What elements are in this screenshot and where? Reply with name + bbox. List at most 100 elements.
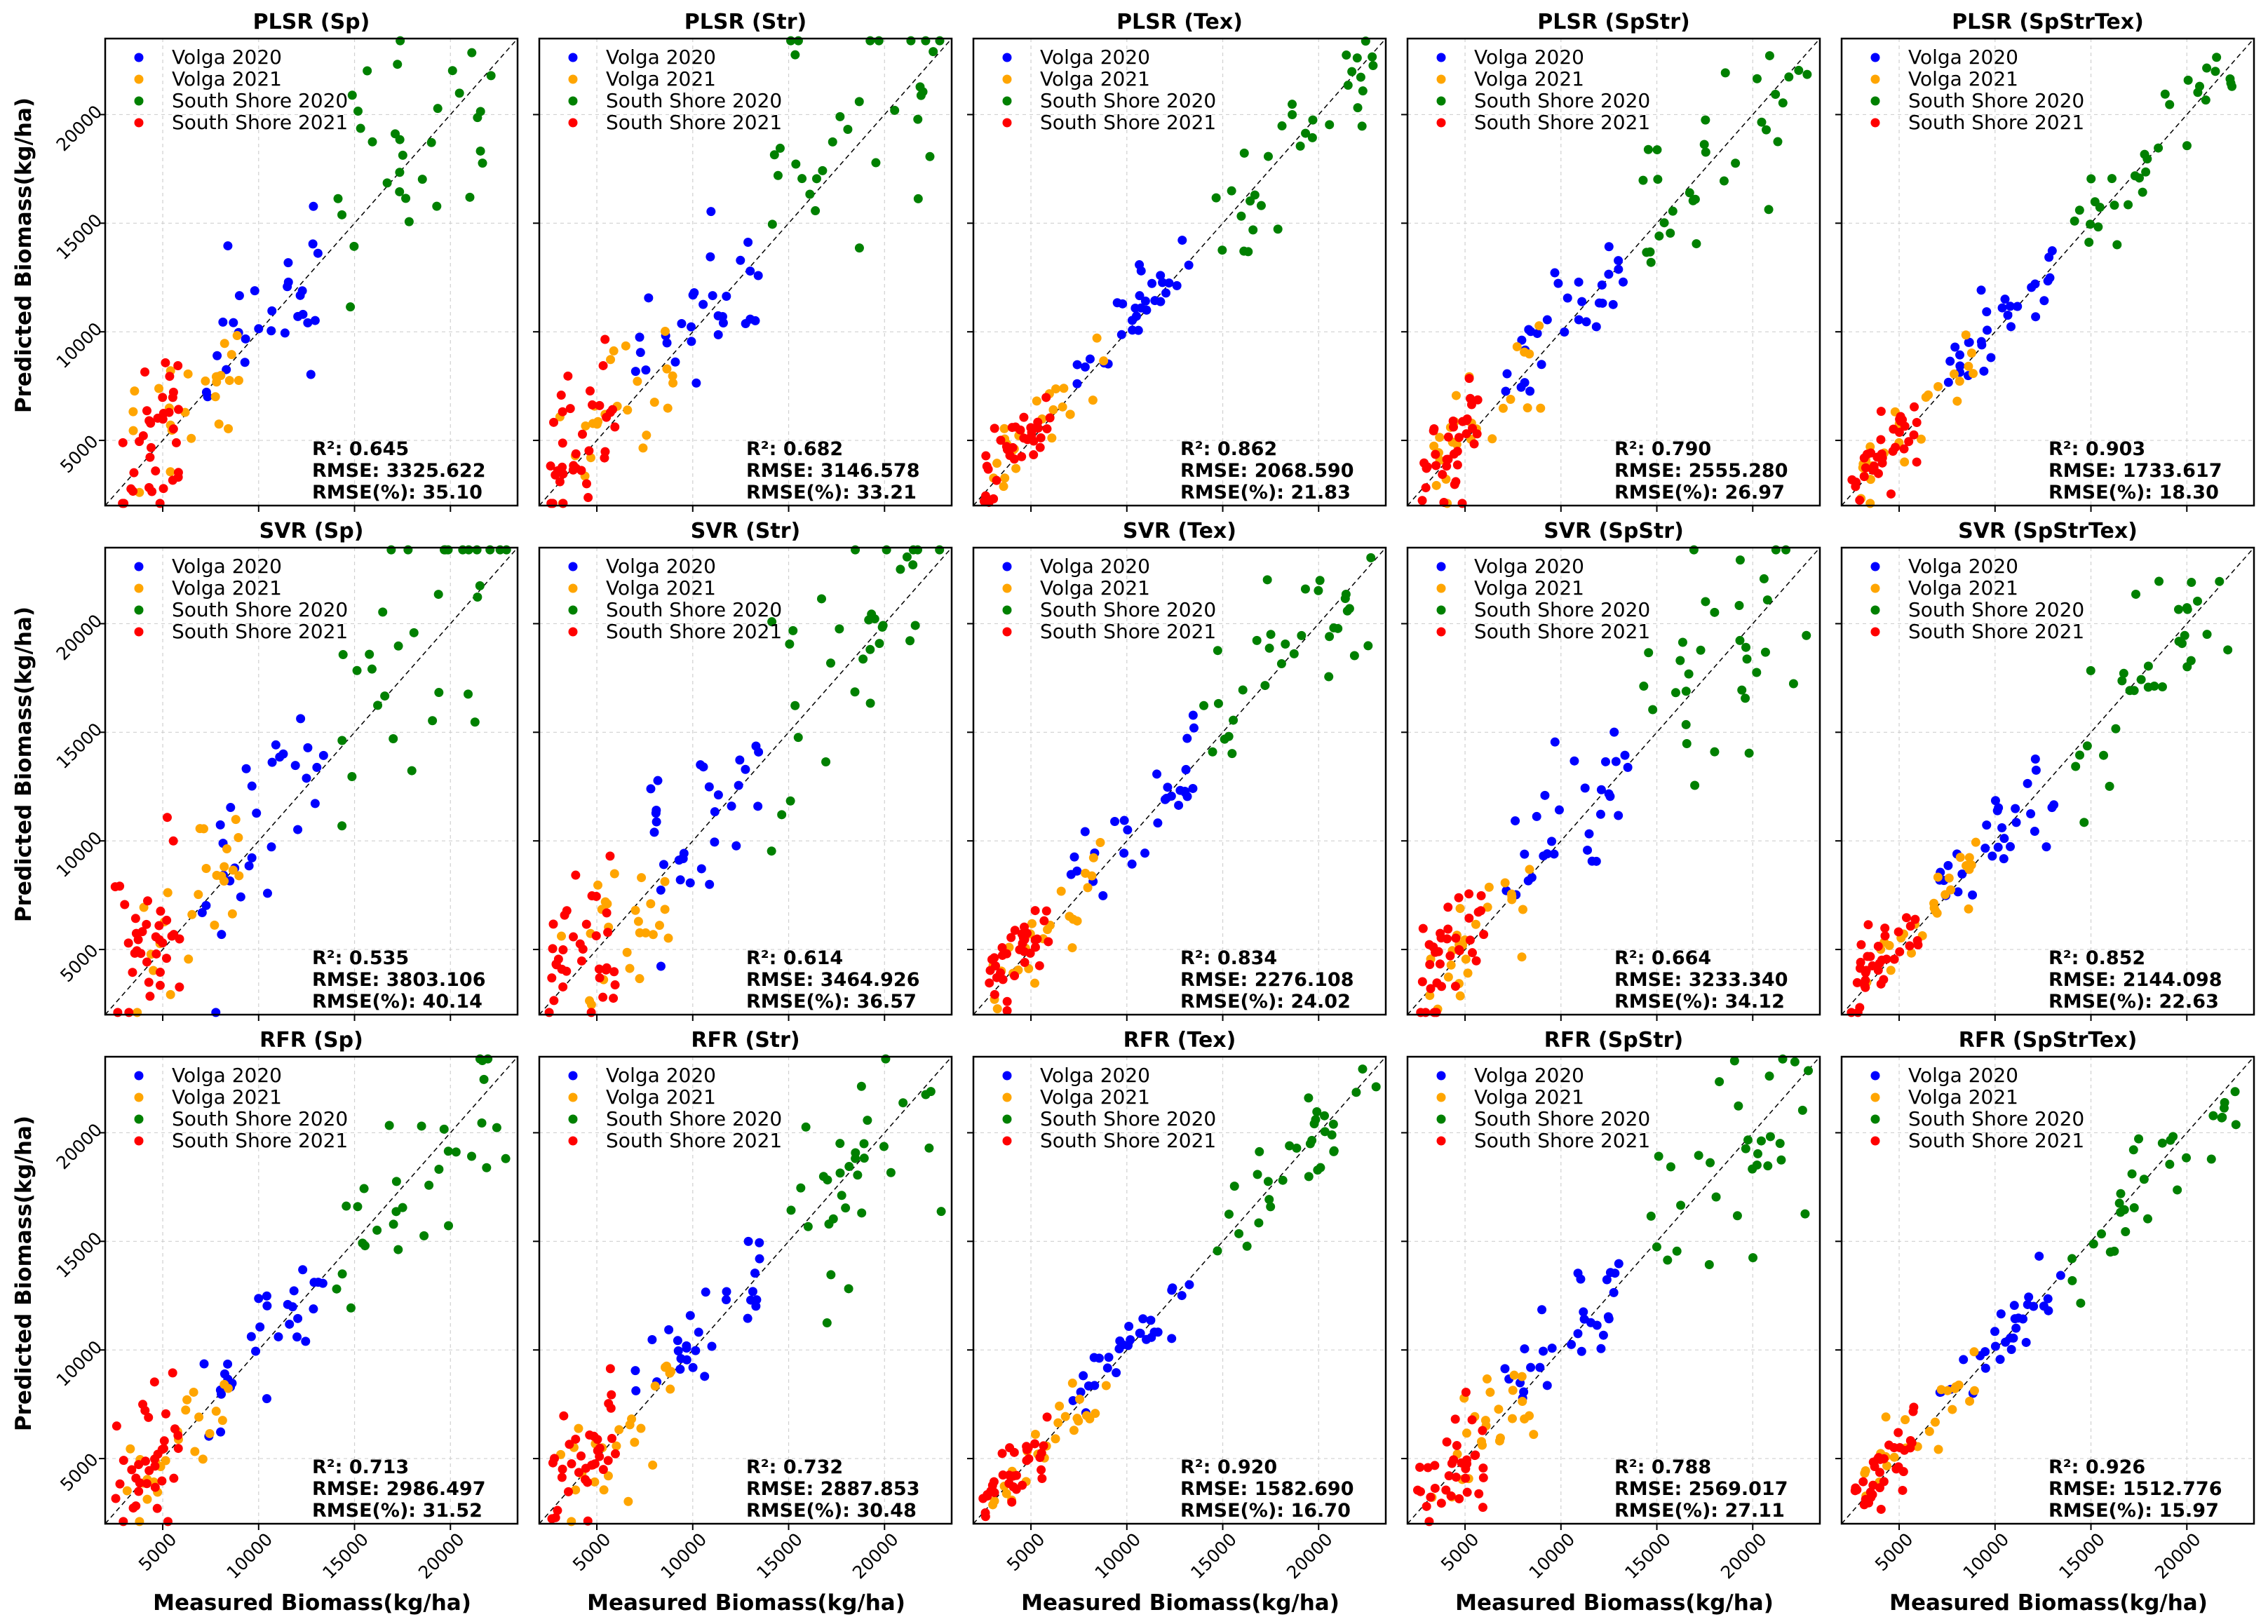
data-point [1748,1253,1758,1263]
data-point [1184,260,1194,270]
data-point [1851,482,1861,492]
data-point [218,317,228,327]
data-point [985,978,994,988]
legend-label: Volga 2020 [172,46,282,69]
data-point [1095,838,1105,848]
data-point [1429,426,1438,435]
data-point [194,890,203,900]
data-point [1905,1443,1915,1453]
data-point [240,358,250,367]
data-point [1266,630,1276,640]
data-point [1536,403,1546,413]
legend-marker [1002,1114,1012,1124]
data-point [682,1343,691,1353]
data-point [393,641,403,651]
data-point [936,1207,946,1217]
data-point [1130,303,1140,313]
data-point [1461,1473,1471,1483]
data-point [1605,792,1615,801]
data-point [997,942,1007,952]
data-point [585,996,595,1006]
r2-value: R²: 0.614 [746,947,843,969]
data-point [1735,555,1745,565]
data-point [223,1359,233,1369]
data-point [142,1479,151,1489]
data-point [1538,1346,1548,1356]
data-point [1886,966,1896,975]
data-point [274,1332,283,1341]
data-point [1357,121,1367,131]
data-point [623,405,633,415]
data-point [115,1479,125,1489]
data-point [551,959,561,969]
data-point [1452,460,1462,470]
data-point [656,885,666,895]
data-point [2088,1239,2098,1249]
legend-marker [568,1114,578,1124]
data-point [571,1434,581,1444]
data-point [2023,778,2032,788]
data-point [1469,439,1479,449]
data-point [1729,1056,1739,1066]
data-point [989,494,999,503]
data-point [444,1221,454,1231]
legend-label: South Shore 2020 [1040,598,1216,621]
data-point [865,698,875,708]
data-point [163,1517,173,1527]
data-point [433,104,443,114]
data-point [1079,1371,1088,1381]
data-point [1301,128,1311,138]
data-point [146,419,156,428]
data-point [980,1512,990,1522]
plot-frame [104,546,519,1016]
data-point [1018,938,1027,948]
data-point [1577,1346,1586,1356]
data-point [1441,1485,1451,1495]
data-point [921,36,931,46]
data-point [925,151,935,161]
data-point [173,360,183,370]
data-point [1213,646,1222,656]
data-point [443,1146,453,1156]
data-point [1882,1461,1892,1470]
data-point [157,1476,167,1486]
rmse-value: RMSE: 2555.280 [1614,460,1788,482]
data-point [569,461,579,471]
data-point [226,803,236,813]
data-point [337,821,347,831]
legend-label: Volga 2020 [1474,555,1584,578]
data-point [1188,783,1198,793]
plot-frame [1406,546,1821,1016]
data-point [871,158,881,168]
data-point [1526,1362,1536,1372]
data-point [149,1377,159,1387]
data-point [1502,369,1512,379]
data-point [707,1341,717,1351]
data-point [1146,1315,1156,1325]
data-point [1852,1485,1862,1495]
data-point [477,1118,487,1128]
data-point [337,1269,347,1279]
data-point [546,461,555,471]
data-point [1467,948,1477,958]
data-point [1451,391,1461,400]
data-point [1311,1115,1321,1125]
data-point [1865,499,1875,508]
data-point [353,107,363,116]
data-point [128,968,137,977]
data-point [1448,422,1458,432]
data-point [1072,379,1082,388]
data-point [120,900,130,909]
data-point [128,407,138,417]
data-point [465,192,475,202]
data-point [835,111,845,121]
legend-marker [134,1136,144,1146]
data-point [1069,852,1079,862]
data-point [1547,1344,1557,1353]
data-point [1921,393,1931,402]
data-point [2034,1251,2044,1261]
data-point [797,174,807,184]
data-point [2043,1294,2053,1304]
data-point [811,174,821,184]
